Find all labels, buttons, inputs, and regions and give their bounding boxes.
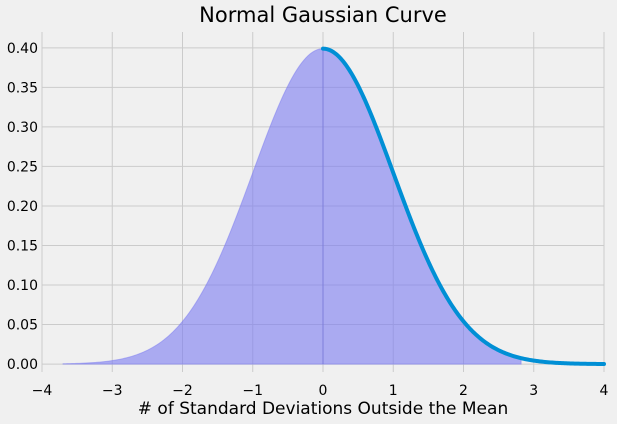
x-tick-label: −3 bbox=[102, 383, 123, 399]
curve-line bbox=[321, 46, 606, 366]
y-tick-label: 0.25 bbox=[7, 159, 38, 175]
y-tick-label: 0.30 bbox=[7, 120, 38, 136]
y-tick-label: 0.00 bbox=[7, 357, 38, 373]
x-tick-label: −1 bbox=[242, 383, 263, 399]
x-tick-label: 0 bbox=[319, 383, 328, 399]
x-tick-label: 2 bbox=[459, 383, 468, 399]
chart-title: Normal Gaussian Curve bbox=[199, 3, 447, 27]
y-tick-label: 0.15 bbox=[7, 238, 38, 254]
x-tick-label: −2 bbox=[172, 383, 193, 399]
x-axis-label: # of Standard Deviations Outside the Mea… bbox=[138, 399, 508, 419]
y-tick-label: 0.05 bbox=[7, 318, 38, 334]
line-layer bbox=[321, 46, 606, 366]
y-tick-label: 0.40 bbox=[7, 41, 38, 57]
y-tick-label: 0.20 bbox=[7, 199, 38, 215]
x-axis-ticks: −4 −3 −2 −1 0 1 2 3 4 bbox=[32, 383, 609, 399]
x-tick-label: 4 bbox=[600, 383, 609, 399]
x-tick-label: 3 bbox=[529, 383, 538, 399]
y-tick-label: 0.35 bbox=[7, 80, 38, 96]
x-tick-label: −4 bbox=[32, 383, 53, 399]
x-tick-label: 1 bbox=[389, 383, 398, 399]
y-axis-ticks: 0.00 0.05 0.10 0.15 0.20 0.25 0.30 0.35 0.40 bbox=[7, 41, 38, 373]
y-tick-label: 0.10 bbox=[7, 278, 38, 294]
